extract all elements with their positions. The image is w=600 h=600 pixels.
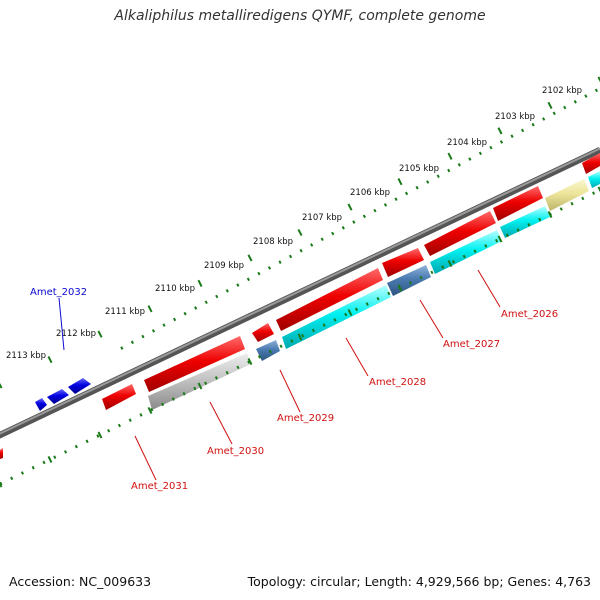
major-tick: [547, 210, 553, 219]
cds-red[interactable]: [0, 448, 3, 459]
outer-major-ticks: [0, 76, 600, 389]
reverse-genes-red: [102, 153, 600, 410]
major-tick: [147, 305, 153, 313]
reverse-genes-colored: [148, 171, 600, 410]
tick-label: 2108 kbp: [253, 237, 293, 247]
gene-label[interactable]: Amet_2029: [277, 413, 334, 424]
major-tick: [497, 235, 503, 243]
gene-label[interactable]: Amet_2030: [207, 446, 264, 457]
forward-gene-arrow[interactable]: [68, 378, 91, 394]
major-tick: [597, 76, 600, 83]
major-tick: [397, 284, 403, 292]
major-tick: [197, 382, 203, 390]
genome-summary-text: Topology: circular; Length: 4,929,566 bp…: [247, 574, 591, 589]
major-tick: [447, 259, 453, 268]
major-tick: [297, 228, 303, 237]
gene-labels: Amet_2032 Amet_2026 Amet_2027 Amet_2028 …: [30, 287, 558, 492]
major-tick: [147, 406, 153, 415]
cds-red[interactable]: [252, 323, 274, 342]
gene-label[interactable]: Amet_2026: [501, 309, 558, 320]
major-tick: [597, 186, 600, 193]
map-title: Alkaliphilus metalliredigens QYMF, compl…: [114, 8, 486, 24]
tick-label: 2107 kbp: [302, 213, 342, 223]
tick-label: 2111 kbp: [105, 307, 145, 317]
tick-label: 2103 kbp: [495, 112, 535, 122]
leader-line: [58, 297, 65, 351]
major-tick: [497, 127, 503, 135]
major-tick: [247, 254, 253, 262]
tick-label: 2110 kbp: [155, 284, 195, 294]
leader-line: [419, 299, 444, 339]
leader-line: [134, 435, 157, 481]
major-tick: [97, 330, 103, 338]
cds-red[interactable]: [382, 248, 424, 277]
cds-red[interactable]: [102, 384, 136, 410]
tick-label: 2112 kbp: [56, 329, 96, 339]
cds-khaki[interactable]: [545, 179, 589, 211]
cds-red[interactable]: [424, 211, 496, 256]
major-tick: [547, 101, 553, 109]
major-tick: [0, 481, 3, 488]
tick-label: 2109 kbp: [204, 261, 244, 271]
outer-dotted-ring: [120, 13, 600, 350]
cds-cyan[interactable]: [282, 285, 391, 349]
accession-text: Accession: NC_009633: [9, 574, 152, 589]
cds-cyan[interactable]: [500, 206, 550, 238]
kbp-labels: 2102 kbp 2103 kbp 2104 kbp 2105 kbp 2106…: [6, 86, 582, 361]
genome-backbone-highlight: [0, 147, 600, 435]
tick-label: 2104 kbp: [447, 138, 487, 148]
gene-label[interactable]: Amet_2028: [369, 377, 426, 388]
gene-label[interactable]: Amet_2027: [443, 339, 500, 350]
major-tick: [247, 357, 253, 366]
cds-red[interactable]: [493, 186, 543, 221]
cds-cyan[interactable]: [588, 171, 600, 188]
gene-label[interactable]: Amet_2032: [30, 287, 87, 298]
leader-line: [279, 369, 301, 413]
major-tick: [197, 279, 203, 287]
label-leaders: [58, 269, 501, 481]
cds-red[interactable]: [582, 153, 600, 174]
major-tick: [397, 178, 403, 186]
outer-tick-ring: [120, 13, 600, 350]
tick-label: 2105 kbp: [399, 164, 439, 174]
leader-line: [345, 337, 369, 377]
cds-steel[interactable]: [387, 265, 431, 296]
forward-gene-arrow[interactable]: [47, 389, 69, 404]
genome-backbone: [0, 147, 600, 439]
leader-line: [477, 269, 501, 308]
tick-label: 2102 kbp: [542, 86, 582, 96]
tick-label: 2106 kbp: [350, 188, 390, 198]
cds-red[interactable]: [276, 268, 383, 331]
forward-genes: [35, 378, 91, 411]
forward-gene-arrow[interactable]: [35, 398, 47, 411]
cds-red[interactable]: [144, 336, 245, 392]
cds-steel[interactable]: [256, 340, 280, 361]
leader-line: [209, 401, 233, 445]
major-tick: [347, 203, 353, 211]
gene-label[interactable]: Amet_2031: [131, 481, 188, 492]
major-tick: [347, 308, 353, 317]
major-tick: [447, 152, 453, 160]
cds-cyan[interactable]: [430, 230, 502, 274]
major-tick: [47, 455, 53, 464]
tick-label: 2113 kbp: [6, 351, 46, 361]
cds-gray[interactable]: [148, 353, 251, 410]
inner-major-ticks: [0, 186, 600, 488]
major-tick: [0, 382, 3, 389]
major-tick: [297, 333, 303, 341]
major-tick: [47, 356, 53, 364]
major-tick: [97, 431, 103, 439]
